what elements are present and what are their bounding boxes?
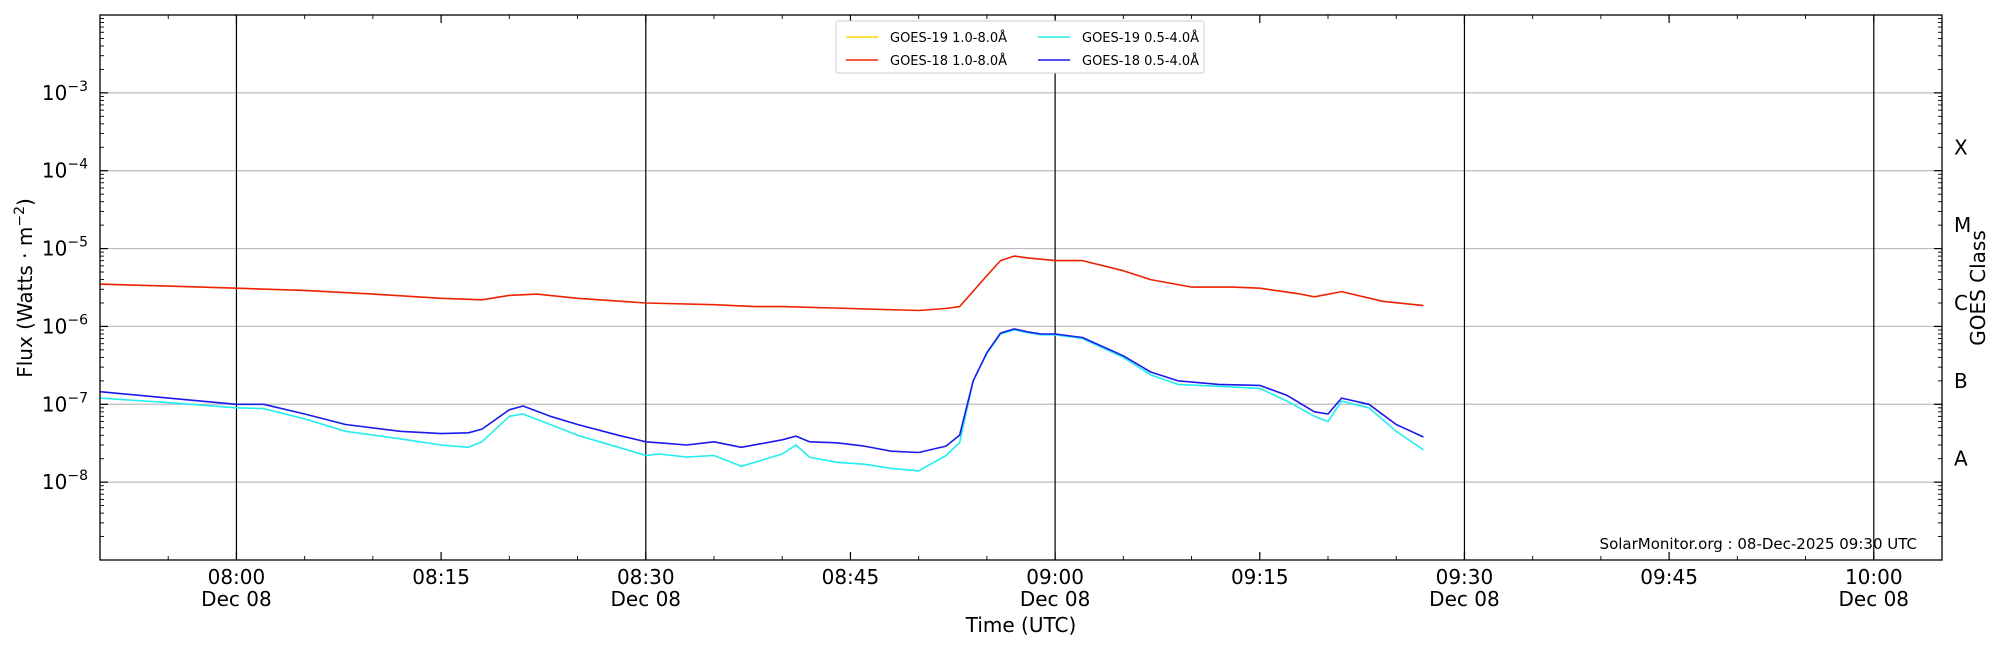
series-line [99, 329, 1424, 472]
legend-label: GOES-18 1.0-8.0Å [890, 53, 1007, 69]
y-tick-label: 10−7 [42, 390, 88, 416]
y-tick-label: 10−6 [42, 312, 88, 338]
x-tick-label: 09:00 [1026, 565, 1084, 589]
series-layer [99, 255, 1424, 472]
goes-class-label: X [1954, 135, 1968, 159]
x-tick-label: 08:15 [412, 565, 470, 589]
x-tick-label: 09:30 [1436, 565, 1494, 589]
x-axis-label: Time (UTC) [965, 613, 1077, 637]
x-tick-date-label: Dec 08 [1839, 587, 1910, 611]
y-tick-label: 10−3 [42, 79, 88, 105]
y-tick-label: 10−4 [42, 157, 88, 183]
y-tick-labels: 10−3 10−4 10−5 10−6 10−7 10−8 [42, 79, 88, 494]
x-tick-date-label: Dec 08 [1429, 587, 1500, 611]
goes-class-labels: X M C B A [1954, 135, 1971, 470]
goes-class-label: C [1954, 291, 1968, 315]
grid-layer [100, 92, 1942, 483]
x-tick-label: 09:15 [1231, 565, 1289, 589]
series-line [99, 328, 1424, 454]
plot-frame [99, 14, 1943, 561]
y-axis-label: Flux (Watts · m−2) [12, 198, 37, 378]
vertical-time-lines [235, 15, 1875, 560]
x-tick-label: 08:45 [822, 565, 880, 589]
y-tick-label: 10−5 [42, 235, 88, 261]
legend-label: GOES-18 0.5-4.0Å [1082, 53, 1199, 69]
goes-class-label: A [1954, 447, 1968, 471]
axis-ticks [99, 15, 1943, 560]
legend-label: GOES-19 0.5-4.0Å [1082, 30, 1199, 46]
y-axis-label-right: GOES Class [1966, 230, 1990, 346]
legend: GOES-19 1.0-8.0Å GOES-18 1.0-8.0Å GOES-19 … [835, 20, 1205, 74]
goes-class-label: B [1954, 369, 1968, 393]
x-tick-label: 09:45 [1640, 565, 1698, 589]
series-line [99, 255, 1424, 312]
legend-items: GOES-19 1.0-8.0Å GOES-18 1.0-8.0Å GOES-19 … [846, 30, 1199, 69]
x-tick-label: 08:30 [617, 565, 675, 589]
legend-box [835, 20, 1205, 74]
x-tick-date-label: Dec 08 [201, 587, 272, 611]
credit-text: SolarMonitor.org : 08-Dec-2025 09:30 UTC [1600, 535, 1917, 553]
x-tick-label: 10:00 [1845, 565, 1903, 589]
x-tick-date-label: Dec 08 [611, 587, 682, 611]
x-tick-label: 08:00 [208, 565, 266, 589]
legend-label: GOES-19 1.0-8.0Å [890, 30, 1007, 46]
goes-class-label: M [1954, 213, 1971, 237]
x-tick-date-label: Dec 08 [1020, 587, 1091, 611]
y-tick-label: 10−8 [42, 468, 88, 494]
